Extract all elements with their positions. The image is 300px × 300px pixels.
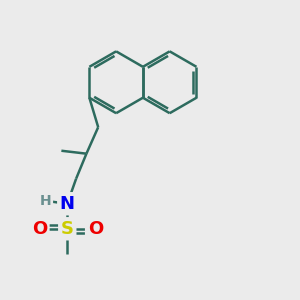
Text: O: O	[88, 220, 103, 238]
Text: N: N	[60, 195, 75, 213]
Text: O: O	[32, 220, 47, 238]
Text: S: S	[61, 220, 74, 238]
Text: H: H	[39, 194, 51, 208]
